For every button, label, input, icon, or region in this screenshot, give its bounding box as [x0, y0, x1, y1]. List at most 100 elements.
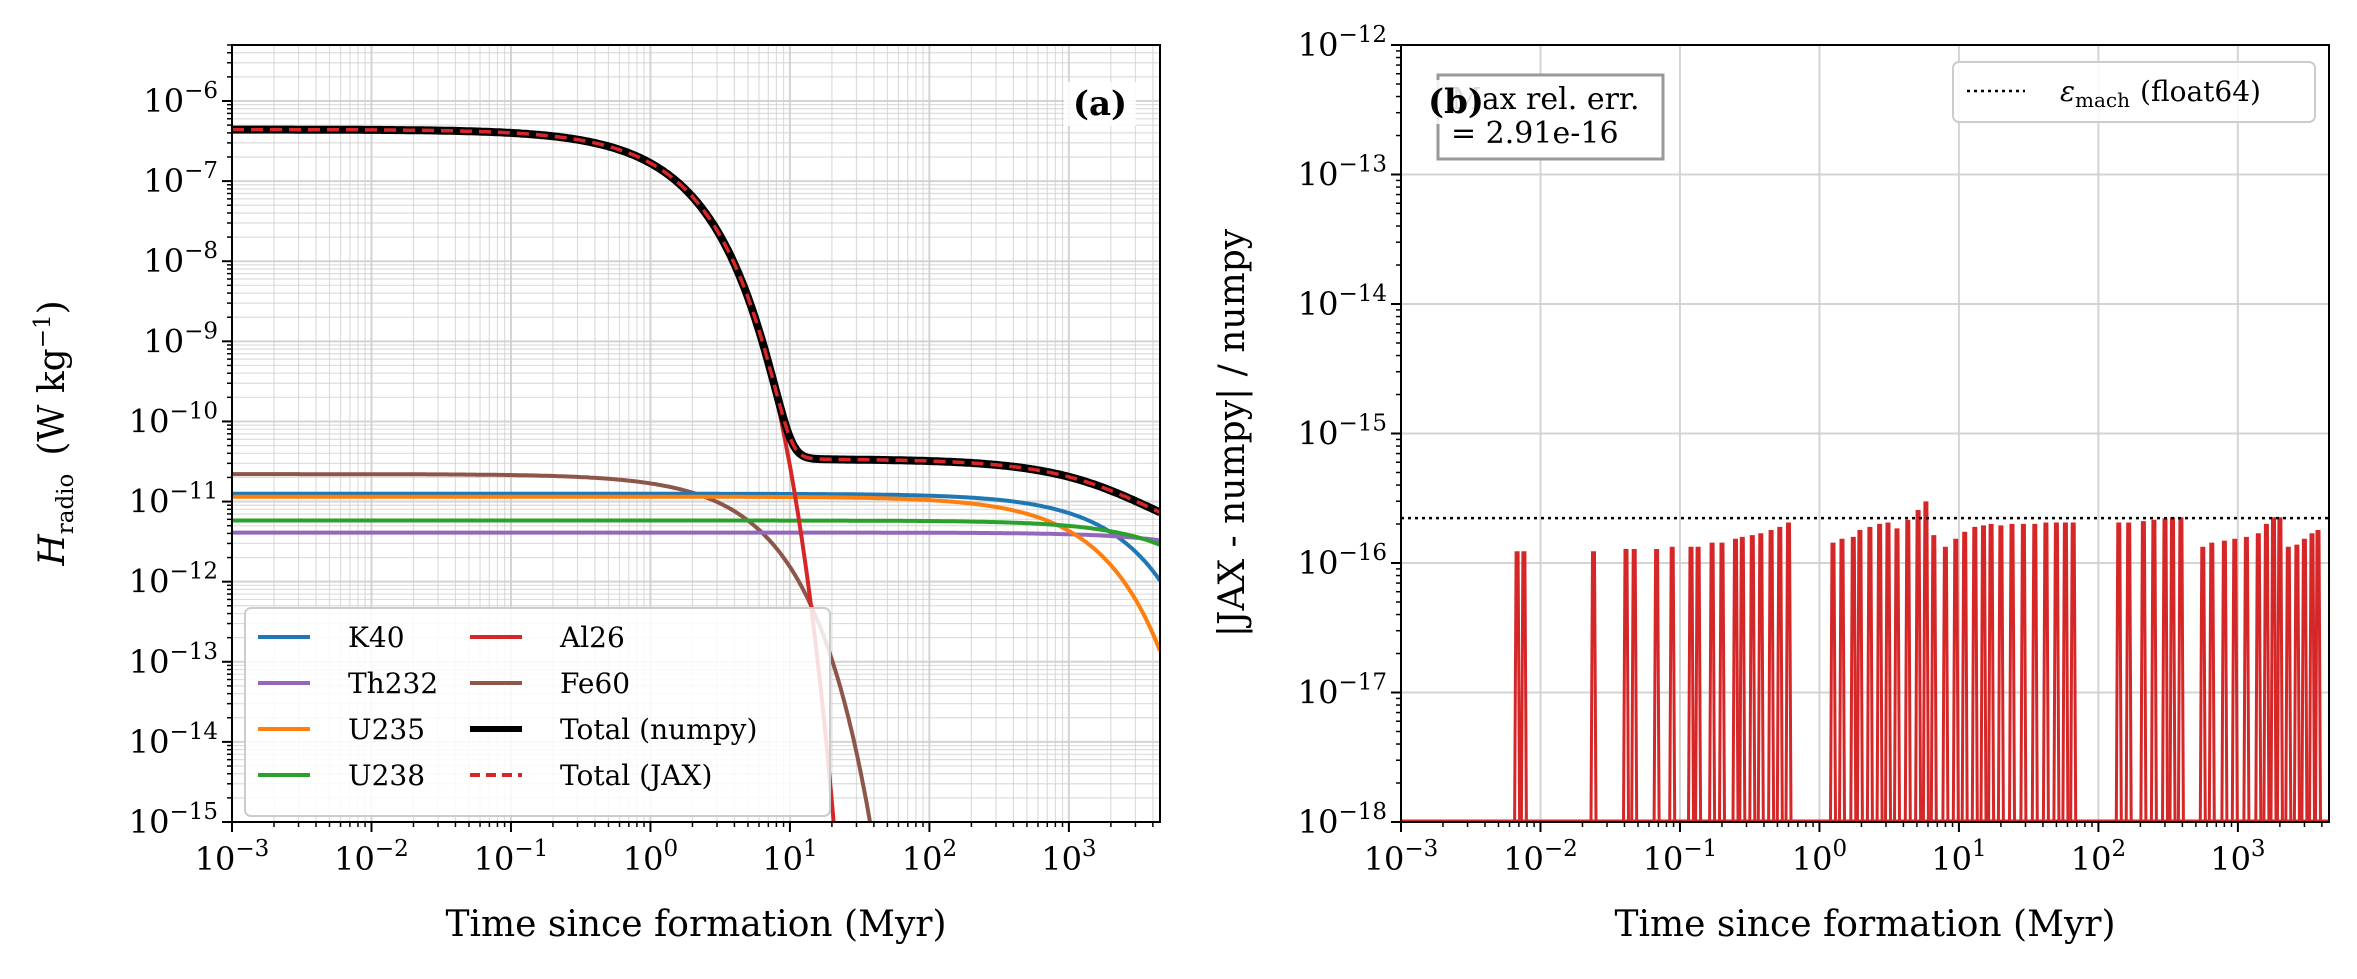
y-tick-label: 10−12 — [129, 559, 218, 601]
error-spike — [1687, 546, 1695, 822]
error-spike — [2269, 517, 2278, 822]
error-spike — [2008, 523, 2016, 822]
y-tick-label: 10−9 — [143, 318, 218, 360]
series-line-u235 — [232, 494, 1160, 652]
error-spike — [1914, 510, 1923, 822]
panel-b-legend-eps-label: εmach (float64) — [2060, 75, 2261, 112]
x-tick-label: 100 — [623, 836, 678, 878]
y-tick-label: 10−17 — [1298, 670, 1387, 712]
series-line-th232 — [232, 530, 1160, 543]
series-line-fe60 — [232, 472, 873, 822]
error-spike — [2114, 522, 2123, 822]
error-spike — [1929, 535, 1938, 822]
y-tick-label: 10−10 — [129, 398, 218, 440]
y-tick-label: 10−14 — [1298, 281, 1387, 323]
legend-label: K40 — [348, 621, 405, 654]
y-tick-label: 10−14 — [129, 719, 218, 761]
error-spike — [2161, 518, 2169, 822]
error-spike — [2069, 522, 2078, 822]
panel-b-series — [1401, 501, 2329, 822]
panel-a-legend-box — [244, 607, 831, 817]
panel-b: 10−3 10−2 10−1 100 101 102 103 10−18 10−17 10−16 1… — [1212, 22, 2330, 945]
panel-a-label-box — [1064, 82, 1136, 126]
error-spike — [1784, 522, 1793, 822]
x-tick-label: 10−2 — [334, 836, 409, 878]
error-spike — [2149, 519, 2158, 822]
error-spike — [2254, 533, 2263, 822]
y-tick-label: 10−12 — [1298, 22, 1387, 64]
error-spike — [1875, 523, 1884, 822]
error-spike — [2308, 533, 2316, 822]
legend-label: Fe60 — [560, 667, 630, 700]
error-spike — [1921, 501, 1930, 822]
error-spike — [1630, 549, 1639, 822]
error-spike — [1756, 533, 1765, 822]
series-line-k40 — [232, 491, 1160, 582]
error-spike — [2139, 521, 2148, 822]
error-spike — [2292, 544, 2301, 822]
panel-b-grid — [1401, 45, 2329, 822]
error-spike — [1979, 525, 1988, 822]
error-spike — [1748, 535, 1757, 822]
error-spike — [1622, 549, 1630, 822]
error-spike — [1987, 523, 1996, 822]
legend-label: Total (numpy) — [560, 713, 757, 746]
error-spike — [1855, 530, 1864, 822]
error-spike — [1970, 526, 1979, 822]
error-spike — [2019, 523, 2028, 822]
legend-label: Th232 — [348, 667, 438, 700]
error-spike — [1838, 538, 1846, 822]
panel-b-legend-box — [1952, 61, 2316, 123]
error-spike — [1652, 549, 1661, 822]
x-tick-label: 101 — [1931, 836, 1986, 878]
error-spike — [2168, 517, 2177, 822]
error-spike — [1951, 538, 1960, 822]
error-spike — [1893, 528, 1901, 822]
error-spike — [1829, 542, 1837, 822]
y-tick-label: 10−13 — [129, 639, 218, 681]
error-spike — [2030, 523, 2039, 822]
error-spike — [1960, 531, 1969, 822]
error-spike — [1903, 519, 1912, 822]
x-tick-label: 101 — [762, 836, 817, 878]
error-spike — [2207, 542, 2216, 822]
error-spike — [1996, 525, 2005, 822]
error-spike — [1941, 546, 1950, 822]
x-tick-label: 103 — [1041, 836, 1096, 878]
y-tick-label: 10−13 — [1298, 152, 1387, 194]
legend-label: U238 — [348, 759, 425, 792]
panel-b-ticks: 10−3 10−2 10−1 100 101 102 103 10−18 10−17 10−16 1… — [1298, 22, 2323, 878]
series-line-u238 — [232, 518, 1160, 547]
error-spike — [2284, 546, 2293, 822]
y-tick-label: 10−8 — [143, 238, 218, 280]
error-spike — [2176, 517, 2185, 822]
error-spike — [1738, 536, 1747, 822]
error-spike — [2052, 522, 2061, 822]
x-tick-label: 102 — [902, 836, 957, 878]
error-spike — [2300, 538, 2309, 822]
error-spike — [2198, 546, 2207, 822]
x-tick-label: 10−1 — [474, 836, 549, 878]
error-spike — [2275, 517, 2284, 822]
y-tick-label: 10−15 — [129, 799, 218, 841]
x-tick-label: 10−3 — [195, 836, 270, 878]
x-tick-label: 100 — [1792, 836, 1847, 878]
error-spike — [1767, 530, 1776, 822]
x-tick-label: 10−1 — [1643, 836, 1718, 878]
panel-b-xlabel: Time since formation (Myr) — [1614, 904, 2115, 945]
y-tick-label: 10−15 — [1298, 411, 1387, 453]
series-line-total-jax — [232, 127, 1160, 514]
legend-label: Al26 — [559, 621, 625, 654]
error-spike — [2220, 540, 2229, 822]
error-spike — [1668, 546, 1677, 822]
y-tick-label: 10−16 — [1298, 540, 1387, 582]
error-spike — [1708, 542, 1717, 822]
y-tick-label: 10−6 — [143, 78, 218, 120]
x-tick-label: 102 — [2071, 836, 2126, 878]
error-spike — [1589, 551, 1598, 822]
x-tick-label: 103 — [2210, 836, 2265, 878]
error-spike — [1775, 526, 1784, 822]
error-spike — [2242, 536, 2251, 822]
legend-label: U235 — [348, 713, 425, 746]
